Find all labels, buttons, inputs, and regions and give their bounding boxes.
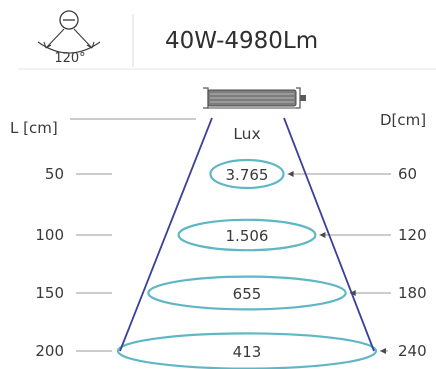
distance-label: 150 xyxy=(35,284,64,302)
lamp-right-bracket xyxy=(296,87,301,109)
beam-angle-label: 120° xyxy=(54,51,85,66)
diameter-label: 180 xyxy=(398,284,427,302)
lamp-fixture-icon xyxy=(203,87,306,109)
diameter-pointer-arrowhead xyxy=(287,171,294,177)
diameter-label: 60 xyxy=(398,165,417,183)
illuminance-ring xyxy=(209,158,285,190)
lux-value: 413 xyxy=(233,343,262,361)
cone-right-edge xyxy=(283,117,375,352)
distance-label: 200 xyxy=(35,342,64,360)
right-axis-label: D[cm] xyxy=(380,111,426,129)
distance-label: 50 xyxy=(45,165,64,183)
illuminance-ring xyxy=(177,218,317,252)
spec-label: 40W-4980Lm xyxy=(165,28,318,54)
lux-value: 3.765 xyxy=(226,166,269,184)
diameter-pointer-arrowhead xyxy=(319,232,326,238)
illuminance-ring xyxy=(147,275,347,311)
left-axis-label: L [cm] xyxy=(10,119,58,137)
beam-angle-arc xyxy=(37,41,101,54)
lux-value: 1.506 xyxy=(226,227,269,245)
distance-guides xyxy=(76,171,391,354)
lux-value: 655 xyxy=(233,285,262,303)
illuminance-rings xyxy=(116,158,378,369)
diameter-label: 120 xyxy=(398,226,427,244)
beam-right-ray xyxy=(73,28,93,49)
diameter-pointer-arrowhead xyxy=(349,290,356,296)
diameter-label: 240 xyxy=(398,342,427,360)
beam-angle-icon: 120° xyxy=(37,10,101,66)
distance-label: 100 xyxy=(35,226,64,244)
diameter-pointer-arrowhead xyxy=(380,348,386,354)
lamp-connector xyxy=(300,95,306,101)
beam-left-ray xyxy=(45,28,65,49)
lux-label: Lux xyxy=(233,125,260,143)
lamp-left-bracket xyxy=(203,87,209,109)
beam-cone xyxy=(119,117,375,352)
row-labels: 50 3.765 60 100 1.506 120 150 655 180 200 413 240 xyxy=(35,165,426,361)
cone-left-edge xyxy=(119,117,213,352)
bulb-circle xyxy=(59,10,79,30)
